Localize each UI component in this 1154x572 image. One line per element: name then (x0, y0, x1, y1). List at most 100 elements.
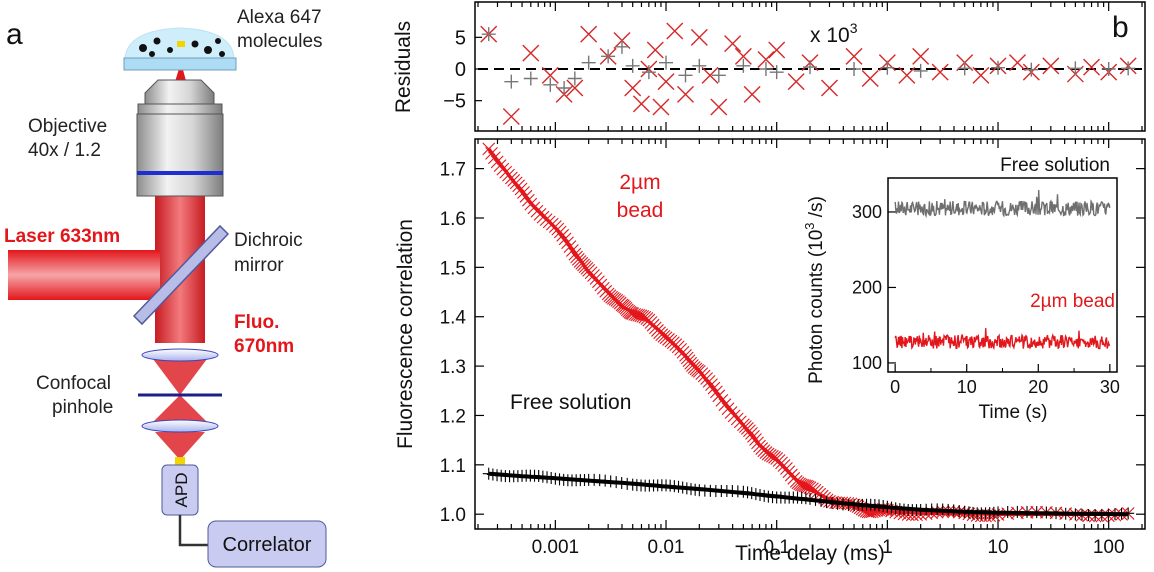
residual-marker-free (880, 60, 895, 75)
focus-cone-upper (150, 355, 210, 395)
residual-marker-free (1068, 61, 1083, 76)
inset-x-tick-label: 20 (1028, 377, 1048, 397)
fcs-y-tick-label: 1.6 (440, 209, 466, 230)
residual-marker-bead (820, 79, 838, 97)
panel-b-letter: b (1112, 11, 1129, 44)
objective-icon (136, 79, 224, 197)
apd-window (175, 457, 185, 465)
residuals-plot: Residuals x 103 b 5 0 −5 (392, 1, 1146, 132)
fcs-y-tick-label: 1.0 (440, 505, 466, 526)
bead-annotation-line2: bead (617, 199, 664, 222)
residual-marker-bead (677, 85, 695, 103)
residual-marker-bead (768, 41, 786, 59)
inset-x-tick-label: 0 (890, 377, 900, 397)
inset-trace-free (894, 189, 1111, 219)
residual-marker-free (543, 77, 558, 92)
detector-cone (155, 432, 205, 460)
inset-bead-label: 2µm bead (1030, 291, 1115, 312)
residual-marker-bead (701, 66, 719, 84)
fcs-axes: 0.001 0.01 0.1 1 10 1001.01.11.21.31.41.51.61… (440, 139, 1145, 558)
residual-marker-free (1101, 62, 1116, 76)
dichroic-label-line2: mirror (234, 255, 284, 276)
fluo-label-line2: 670nm (234, 336, 294, 357)
panel-b: Residuals x 103 b 5 0 −5 Fluorescence corr… (392, 1, 1146, 565)
residuals-points (480, 22, 1137, 125)
residual-marker-free (614, 39, 629, 54)
residual-marker-free (692, 58, 707, 73)
residual-marker-free (758, 62, 773, 76)
residual-marker-free (557, 81, 572, 95)
residual-marker-bead (898, 66, 916, 84)
residual-marker-bead (522, 44, 540, 62)
residual-marker-free (847, 62, 862, 76)
lens-lower (141, 419, 219, 433)
correlator-box (207, 520, 327, 568)
residual-marker-free (659, 55, 674, 70)
free-solution-annotation: Free solution (510, 391, 631, 414)
residual-marker-bead (931, 63, 949, 81)
fluo-label-line1: Fluo. (234, 312, 279, 333)
pinhole-label-line2: pinhole (52, 397, 113, 418)
sample-label-line2: molecules (237, 31, 323, 52)
residual-marker-bead (972, 66, 990, 84)
fcs-xlabel: Time delay (ms) (735, 542, 885, 565)
fcs-y-tick-label: 1.5 (440, 258, 466, 279)
residual-marker-bead (743, 85, 761, 103)
residual-marker-bead (652, 98, 670, 116)
fcs-y-tick-label: 1.2 (440, 406, 466, 427)
residual-marker-bead (724, 35, 742, 53)
residual-marker-bead (541, 66, 559, 84)
panel-a: a APD (4, 7, 327, 568)
inset-y-tick-label: 100 (852, 353, 882, 373)
bead-annotation-line1: 2µm (619, 171, 660, 194)
fcs-x-tick-label: 100 (1093, 537, 1125, 558)
residual-marker-bead (580, 25, 598, 43)
fcs-x-tick-label: 1 (882, 537, 893, 558)
residual-marker-free (581, 55, 596, 70)
residual-marker-bead (646, 41, 664, 59)
residual-marker-bead (690, 28, 708, 46)
fcs-y-tick-label: 1.7 (440, 160, 466, 181)
fcs-x-tick-label: 0.001 (532, 537, 580, 558)
lens-upper (141, 348, 219, 362)
sample-label-line1: Alexa 647 (237, 7, 322, 28)
coverslip (123, 57, 237, 71)
objective-label-line1: Objective (28, 116, 107, 137)
residual-marker-bead (632, 95, 650, 113)
residual-marker-free (711, 68, 726, 83)
residual-marker-free (678, 68, 693, 83)
dichroic-mirror (132, 224, 230, 326)
residual-marker-bead (1009, 54, 1027, 72)
residuals-scale-annotation: x 103 (810, 20, 858, 47)
fcs-y-tick-label: 1.3 (440, 357, 466, 378)
residual-marker-bead (710, 98, 728, 116)
inset-y-tick-label: 200 (852, 277, 882, 297)
correlator-label: Correlator (223, 534, 312, 556)
residual-marker-bead (912, 47, 930, 65)
inset-x-tick-label: 30 (1100, 377, 1120, 397)
focus-spot (177, 41, 185, 47)
residual-marker-free (736, 58, 751, 73)
residual-marker-bead (502, 108, 520, 125)
fcs-x-tick-label: 10 (987, 537, 1008, 558)
residual-marker-free (769, 65, 784, 80)
residual-marker-free (1121, 61, 1136, 76)
residual-marker-bead (787, 73, 805, 91)
residual-marker-free (567, 71, 582, 86)
residual-marker-free (641, 65, 656, 80)
inset-ylabel: Photon counts (103 /s) (802, 196, 827, 384)
fcs-x-tick-label: 0.01 (648, 537, 685, 558)
residuals-y-tick-label: 5 (455, 27, 466, 49)
residual-marker-bead (861, 70, 879, 87)
residual-marker-free (625, 58, 640, 73)
inset-trace-bead (894, 328, 1111, 351)
inset-y-tick-label: 300 (852, 202, 882, 222)
residual-marker-bead (666, 22, 684, 40)
dichroic-label-line1: Dichroic (234, 230, 303, 251)
residuals-y-tick-label: −5 (443, 91, 466, 113)
residual-marker-bead (734, 47, 752, 65)
apd-cable (178, 515, 210, 547)
residual-marker-bead (1083, 58, 1101, 76)
fcs-x-tick-label: 0.1 (763, 537, 789, 558)
